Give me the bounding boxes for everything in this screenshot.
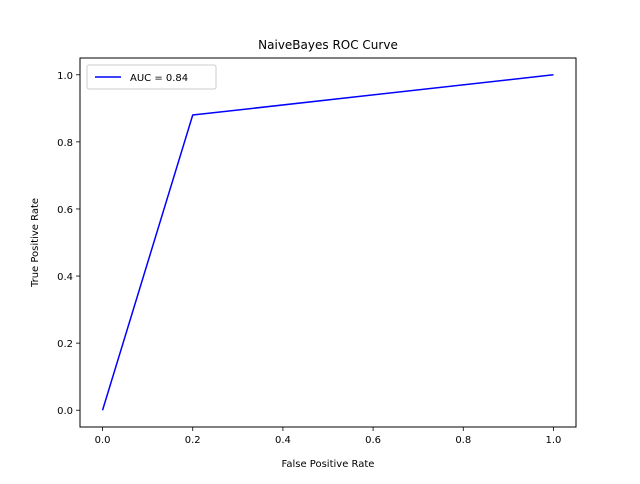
y-tick-label: 0.4	[57, 272, 73, 283]
x-axis-ticks: 0.0 0.2 0.4 0.6 0.8 1.0	[95, 427, 562, 446]
y-axis-label: True Positive Rate	[30, 198, 41, 288]
roc-curve-line	[101, 74, 554, 411]
y-tick-label: 0.2	[57, 339, 73, 350]
x-tick-label: 0.8	[455, 435, 471, 446]
y-axis-ticks: 0.0 0.2 0.4 0.6 0.8 1.0	[57, 71, 80, 417]
legend-box	[86, 64, 217, 90]
y-tick-label: 0.0	[57, 406, 73, 417]
x-tick-label: 0.2	[185, 435, 201, 446]
x-tick-label: 0.6	[365, 435, 381, 446]
y-tick-label: 0.8	[57, 138, 73, 149]
legend: AUC = 0.84	[86, 64, 217, 90]
x-tick-label: 0.0	[95, 435, 111, 446]
plot-frame	[79, 57, 577, 428]
y-tick-label: 1.0	[57, 71, 73, 82]
x-tick-label: 0.4	[275, 435, 291, 446]
chart-title: NaiveBayes ROC Curve	[258, 38, 398, 52]
legend-label: AUC = 0.84	[130, 73, 188, 84]
x-axis-label: False Positive Rate	[282, 459, 375, 470]
x-tick-label: 1.0	[546, 435, 562, 446]
series-layer	[101, 74, 554, 411]
y-tick-label: 0.6	[57, 205, 73, 216]
